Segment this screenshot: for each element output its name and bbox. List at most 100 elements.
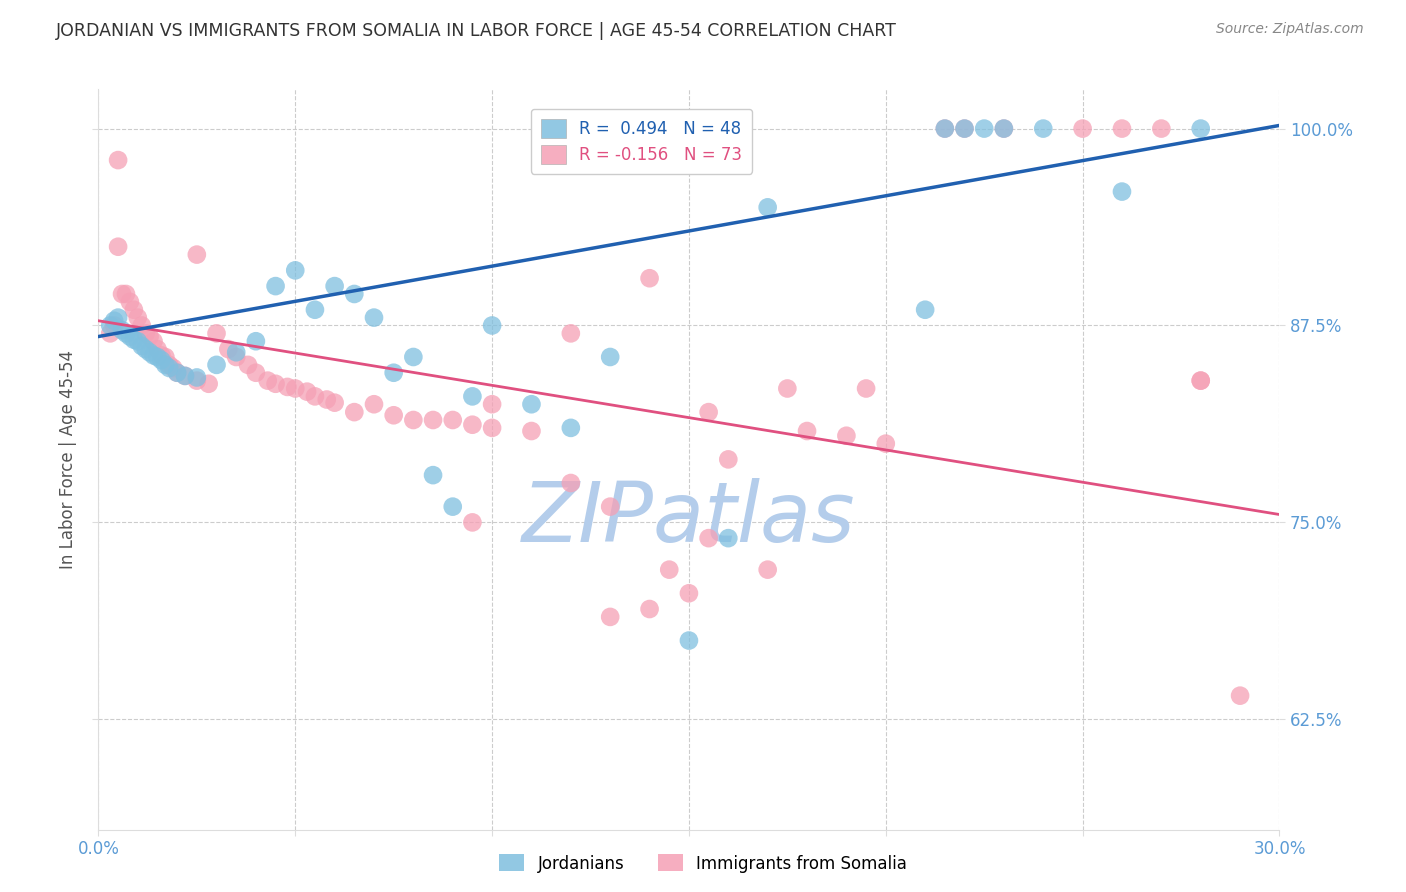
Point [304, 302, 326, 317]
Legend: R =  0.494   N = 48, R = -0.156   N = 73: R = 0.494 N = 48, R = -0.156 N = 73 [531, 109, 752, 174]
Point [315, 392, 337, 407]
Point [225, 350, 247, 364]
Point [103, 318, 125, 333]
Point [461, 516, 484, 530]
Point [304, 389, 326, 403]
Point [1111, 121, 1133, 136]
Point [138, 345, 160, 359]
Point [166, 366, 188, 380]
Point [122, 333, 145, 347]
Point [343, 287, 366, 301]
Point [107, 240, 129, 254]
Point [1229, 689, 1251, 703]
Point [441, 500, 464, 514]
Point [155, 358, 177, 372]
Point [186, 247, 208, 261]
Point [1150, 121, 1173, 136]
Text: Source: ZipAtlas.com: Source: ZipAtlas.com [1216, 22, 1364, 37]
Point [131, 318, 153, 333]
Point [118, 329, 141, 343]
Text: JORDANIAN VS IMMIGRANTS FROM SOMALIA IN LABOR FORCE | AGE 45-54 CORRELATION CHAR: JORDANIAN VS IMMIGRANTS FROM SOMALIA IN … [56, 22, 897, 40]
Point [115, 287, 138, 301]
Point [295, 384, 318, 399]
Point [142, 334, 165, 349]
Point [162, 361, 184, 376]
Point [934, 121, 956, 136]
Point [658, 563, 681, 577]
Point [441, 413, 464, 427]
Point [1111, 185, 1133, 199]
Point [1189, 374, 1212, 388]
Point [1071, 121, 1094, 136]
Point [756, 563, 779, 577]
Point [461, 389, 484, 403]
Point [111, 323, 134, 337]
Point [146, 350, 169, 364]
Point [382, 366, 405, 380]
Point [599, 500, 621, 514]
Point [127, 334, 149, 349]
Point [993, 121, 1015, 136]
Point [697, 531, 720, 545]
Point [363, 397, 385, 411]
Point [461, 417, 484, 432]
Point [264, 376, 287, 391]
Point [138, 329, 160, 343]
Point [993, 121, 1015, 136]
Point [98, 318, 121, 333]
Point [157, 361, 180, 376]
Point [717, 452, 740, 467]
Point [481, 318, 503, 333]
Point [98, 326, 121, 341]
Point [796, 424, 818, 438]
Point [142, 348, 165, 362]
Point [678, 586, 700, 600]
Legend: Jordanians, Immigrants from Somalia: Jordanians, Immigrants from Somalia [492, 847, 914, 880]
Text: ZIPatlas: ZIPatlas [522, 478, 856, 559]
Point [973, 121, 995, 136]
Point [245, 366, 267, 380]
Point [1189, 121, 1212, 136]
Point [245, 334, 267, 349]
Point [135, 326, 157, 341]
Point [127, 310, 149, 325]
Point [174, 368, 197, 383]
Point [236, 358, 259, 372]
Point [382, 409, 405, 423]
Point [402, 350, 425, 364]
Point [343, 405, 366, 419]
Point [776, 382, 799, 396]
Point [914, 302, 936, 317]
Point [284, 382, 307, 396]
Point [225, 345, 247, 359]
Point [520, 424, 543, 438]
Point [697, 405, 720, 419]
Point [855, 382, 877, 396]
Point [953, 121, 976, 136]
Point [875, 436, 897, 450]
Point [638, 602, 661, 616]
Point [323, 279, 346, 293]
Point [150, 353, 173, 368]
Point [276, 380, 298, 394]
Point [118, 294, 141, 309]
Point [174, 368, 197, 383]
Point [103, 314, 125, 328]
Point [1189, 374, 1212, 388]
Point [835, 429, 858, 443]
Y-axis label: In Labor Force | Age 45-54: In Labor Force | Age 45-54 [59, 350, 77, 569]
Point [756, 200, 779, 214]
Point [135, 342, 157, 356]
Point [157, 358, 180, 372]
Point [323, 395, 346, 409]
Point [256, 374, 278, 388]
Point [422, 468, 444, 483]
Point [520, 397, 543, 411]
Point [166, 366, 188, 380]
Point [402, 413, 425, 427]
Point [481, 421, 503, 435]
Point [422, 413, 444, 427]
Point [107, 153, 129, 167]
Point [284, 263, 307, 277]
Point [111, 287, 134, 301]
